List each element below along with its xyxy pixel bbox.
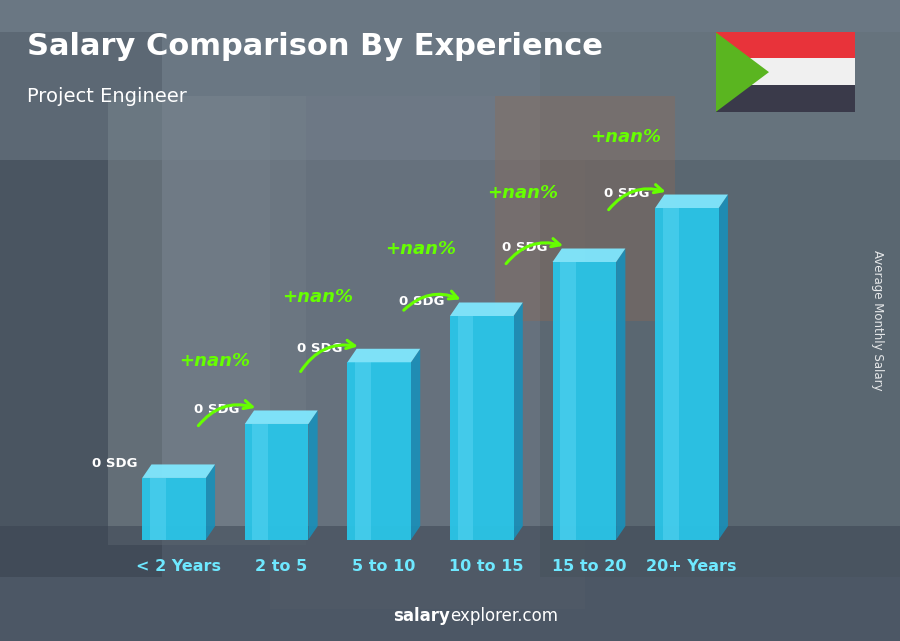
Text: 0 SDG: 0 SDG (502, 241, 547, 254)
Bar (245, 424, 309, 540)
Bar (716, 58, 855, 85)
Polygon shape (142, 465, 215, 478)
Polygon shape (655, 194, 728, 208)
Bar (553, 262, 617, 540)
Bar (450, 316, 514, 540)
Polygon shape (411, 349, 420, 540)
Text: explorer.com: explorer.com (450, 607, 558, 625)
Polygon shape (719, 194, 728, 540)
Polygon shape (616, 249, 625, 540)
Text: 5 to 10: 5 to 10 (352, 559, 416, 574)
Text: Salary Comparison By Experience: Salary Comparison By Experience (27, 32, 603, 61)
Bar (150, 478, 166, 540)
Text: +nan%: +nan% (180, 352, 250, 370)
Polygon shape (553, 249, 626, 262)
Polygon shape (309, 410, 318, 540)
Text: +nan%: +nan% (487, 184, 558, 203)
Polygon shape (716, 32, 769, 112)
Bar (355, 362, 371, 540)
Text: +nan%: +nan% (590, 128, 661, 146)
Bar (142, 478, 206, 540)
Text: +nan%: +nan% (282, 288, 353, 306)
Bar (716, 85, 855, 112)
Bar (457, 316, 473, 540)
Bar (253, 424, 268, 540)
Text: +nan%: +nan% (384, 240, 455, 258)
Polygon shape (245, 410, 318, 424)
Text: Average Monthly Salary: Average Monthly Salary (871, 250, 884, 391)
Text: 0 SDG: 0 SDG (605, 187, 650, 200)
Text: 0 SDG: 0 SDG (297, 342, 342, 354)
Polygon shape (347, 349, 420, 362)
Bar (716, 32, 855, 59)
Text: < 2 Years: < 2 Years (136, 559, 221, 574)
Bar (560, 262, 576, 540)
Polygon shape (206, 465, 215, 540)
Polygon shape (514, 303, 523, 540)
Text: 0 SDG: 0 SDG (400, 296, 445, 308)
Text: 20+ Years: 20+ Years (646, 559, 737, 574)
Bar (655, 208, 719, 540)
Text: 10 to 15: 10 to 15 (449, 559, 524, 574)
Text: 15 to 20: 15 to 20 (552, 559, 626, 574)
Bar (662, 208, 679, 540)
Polygon shape (450, 303, 523, 316)
Text: 0 SDG: 0 SDG (194, 403, 239, 416)
Text: salary: salary (393, 607, 450, 625)
Text: 0 SDG: 0 SDG (92, 457, 137, 470)
Text: Project Engineer: Project Engineer (27, 87, 187, 106)
Bar (347, 362, 411, 540)
Text: 2 to 5: 2 to 5 (255, 559, 308, 574)
